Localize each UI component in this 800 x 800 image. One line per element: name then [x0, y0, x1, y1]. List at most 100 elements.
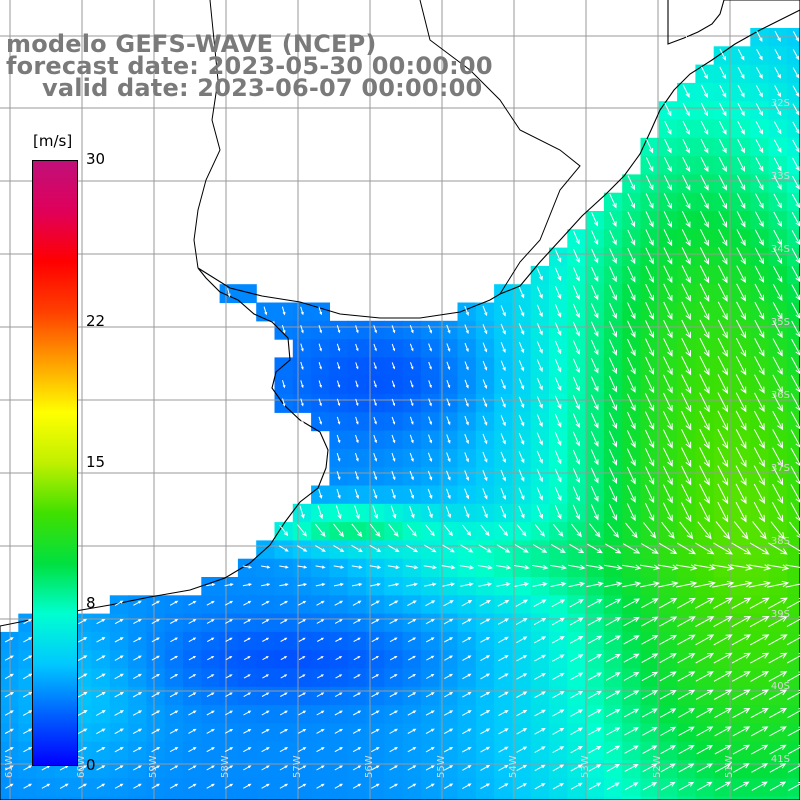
- wind-arrow: [333, 523, 345, 538]
- wind-speed-cell: [256, 577, 276, 596]
- wind-arrow: [389, 674, 398, 679]
- wind-arrow: [316, 619, 325, 624]
- wind-arrow: [355, 398, 359, 407]
- wind-arrow: [351, 565, 363, 569]
- wind-arrow: [663, 193, 672, 210]
- wind-speed-cell: [494, 540, 513, 560]
- wind-arrow: [754, 338, 765, 357]
- wind-speed-cell: [109, 760, 129, 779]
- wind-arrow: [371, 728, 380, 734]
- wind-arrow: [754, 283, 765, 302]
- wind-arrow: [609, 284, 617, 301]
- wind-arrow: [639, 564, 661, 571]
- wind-arrow: [625, 522, 638, 539]
- wind-arrow: [206, 728, 215, 734]
- wind-arrow: [281, 306, 286, 316]
- wind-arrow: [409, 452, 414, 462]
- wind-arrow: [22, 691, 33, 698]
- wind-speed-cell: [603, 778, 623, 798]
- latitude-label: 32S: [771, 98, 790, 109]
- wind-arrow: [427, 488, 433, 500]
- wind-arrow: [516, 783, 527, 790]
- wind-speed-cell: [658, 668, 678, 688]
- wind-arrow: [370, 600, 380, 606]
- wind-arrow: [334, 619, 343, 624]
- wind-arrow: [406, 524, 417, 537]
- wind-arrow: [554, 285, 562, 300]
- wind-arrow: [769, 781, 787, 791]
- wind-speed-cell: [567, 723, 587, 743]
- wind-speed-cell: [494, 741, 513, 761]
- wind-speed-cell: [658, 631, 678, 651]
- wind-arrow: [772, 411, 784, 431]
- wind-speed-cell: [91, 668, 111, 688]
- wind-speed-cell: [658, 522, 678, 541]
- wind-arrow: [641, 708, 658, 718]
- wind-arrow: [755, 103, 763, 117]
- wind-arrow: [500, 342, 506, 353]
- wind-arrow: [96, 765, 106, 771]
- wind-speed-cell: [329, 613, 349, 633]
- wind-arrow: [554, 450, 562, 465]
- wind-arrow: [224, 600, 234, 606]
- wind-arrow: [516, 636, 528, 644]
- wind-arrow: [516, 728, 528, 735]
- wind-arrow: [591, 230, 599, 246]
- wind-arrow: [462, 710, 472, 716]
- wind-arrow: [464, 342, 469, 353]
- wind-arrow: [482, 324, 488, 335]
- wind-arrow: [133, 637, 142, 643]
- wind-arrow: [717, 428, 729, 450]
- wind-arrow: [462, 746, 472, 753]
- wind-arrow: [500, 378, 506, 390]
- latitude-label: 39S: [771, 609, 790, 620]
- wind-arrow: [792, 139, 800, 153]
- wind-speed-cell: [622, 760, 642, 779]
- wind-arrow: [355, 380, 359, 388]
- wind-arrow: [300, 380, 304, 389]
- wind-speed-cell: [786, 101, 800, 121]
- wind-speed-cell: [640, 522, 660, 541]
- wind-arrow: [336, 416, 341, 425]
- wind-arrow: [462, 524, 472, 537]
- colorbar-tick-label: 30: [86, 150, 106, 168]
- wind-arrow: [387, 565, 400, 570]
- wind-arrow: [536, 286, 543, 299]
- wind-arrow: [373, 416, 377, 425]
- wind-speed-cell: [183, 631, 202, 651]
- wind-arrow: [369, 565, 382, 569]
- wind-speed-cell: [237, 558, 257, 578]
- wind-speed-cell: [366, 723, 385, 743]
- wind-arrow: [772, 284, 783, 302]
- wind-arrow: [132, 692, 143, 698]
- wind-arrow: [262, 637, 270, 642]
- wind-arrow: [626, 466, 636, 485]
- wind-arrow: [755, 139, 764, 154]
- wind-speed-cell: [311, 595, 330, 615]
- wind-arrow: [645, 320, 654, 339]
- wind-arrow: [790, 375, 800, 393]
- wind-arrow: [664, 120, 672, 135]
- wind-speed-cell: [128, 741, 147, 761]
- wind-speed-cell: [512, 741, 532, 761]
- wind-arrow: [663, 156, 672, 173]
- wind-arrow: [608, 357, 617, 375]
- wind-arrow: [719, 84, 727, 98]
- wind-arrow: [444, 692, 454, 698]
- wind-speed-cell: [475, 668, 495, 688]
- wind-arrow: [317, 656, 324, 661]
- border-line: [419, 0, 581, 295]
- wind-arrow: [261, 692, 270, 697]
- wind-speed-cell: [402, 668, 422, 688]
- wind-arrow: [424, 582, 437, 587]
- wind-arrow: [518, 360, 525, 372]
- wind-arrow: [774, 67, 781, 79]
- wind-speed-cell: [640, 558, 660, 578]
- wind-arrow: [605, 543, 622, 554]
- wind-arrow: [224, 747, 234, 753]
- wind-arrow: [300, 343, 304, 352]
- wind-speed-cell: [494, 522, 513, 541]
- wind-speed-cell: [183, 741, 202, 761]
- wind-arrow: [787, 689, 800, 700]
- wind-speed-cell: [677, 760, 696, 779]
